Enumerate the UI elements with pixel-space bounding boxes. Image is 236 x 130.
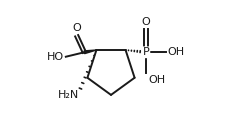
Polygon shape <box>84 50 97 54</box>
Text: O: O <box>142 17 150 27</box>
Text: HO: HO <box>47 52 64 62</box>
Text: OH: OH <box>148 74 165 84</box>
Text: OH: OH <box>167 47 184 57</box>
Text: H₂N: H₂N <box>58 90 79 100</box>
Text: O: O <box>72 23 81 32</box>
Text: P: P <box>143 47 149 57</box>
